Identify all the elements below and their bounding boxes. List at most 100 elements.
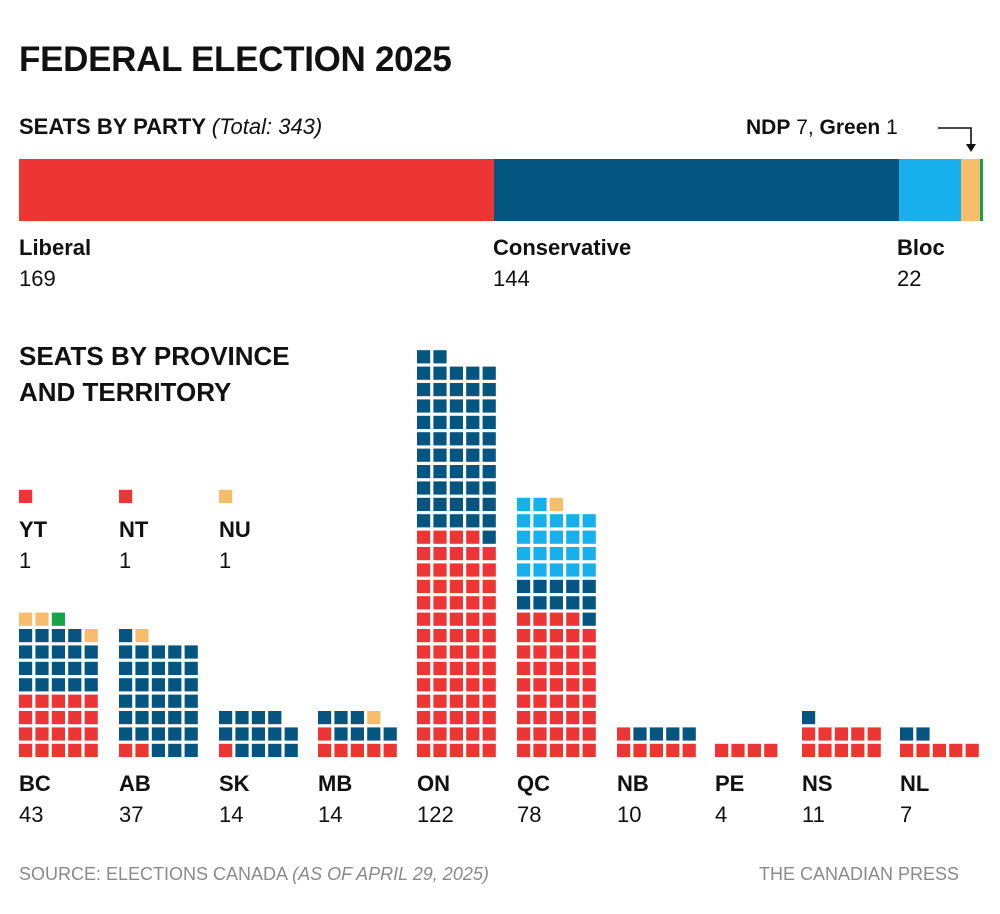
seat-square-mb-conservative bbox=[367, 727, 381, 741]
seat-square-on-conservative bbox=[482, 448, 496, 462]
seat-square-qc-conservative bbox=[566, 596, 580, 610]
seat-square-ab-conservative bbox=[184, 645, 198, 659]
province-seat-count: 1 bbox=[19, 548, 32, 573]
seat-square-ab-conservative bbox=[119, 727, 133, 741]
seat-square-on-conservative bbox=[449, 383, 463, 397]
seat-square-bc-conservative bbox=[84, 678, 98, 692]
seat-square-sk-conservative bbox=[219, 727, 233, 741]
seat-square-bc-conservative bbox=[51, 661, 65, 675]
seat-square-qc-bloc bbox=[549, 514, 563, 528]
province-label-nu: NU 1 bbox=[219, 514, 251, 576]
party-name: Liberal bbox=[19, 235, 92, 260]
seat-square-on-liberal bbox=[482, 694, 496, 708]
seat-square-on-conservative bbox=[482, 432, 496, 446]
seat-square-nb-liberal bbox=[649, 743, 663, 757]
province-label-sk: SK 14 bbox=[219, 768, 250, 830]
seat-square-bc-conservative bbox=[35, 661, 49, 675]
seat-square-ab-liberal bbox=[135, 743, 149, 757]
seat-square-on-liberal bbox=[433, 661, 447, 675]
seat-square-nb-conservative bbox=[633, 727, 647, 741]
seat-square-qc-bloc bbox=[566, 514, 580, 528]
seat-square-on-conservative bbox=[433, 481, 447, 495]
seat-square-pe-liberal bbox=[764, 743, 778, 757]
seat-square-ab-conservative bbox=[135, 711, 149, 725]
seat-square-ab-conservative bbox=[184, 711, 198, 725]
seat-square-on-conservative bbox=[417, 481, 431, 495]
seat-square-nl-liberal bbox=[965, 743, 979, 757]
seat-square-sk-conservative bbox=[235, 711, 249, 725]
ndp-value: 7, bbox=[796, 116, 814, 139]
seat-square-on-liberal bbox=[466, 612, 480, 626]
province-label-nb: NB 10 bbox=[617, 768, 649, 830]
seat-square-on-liberal bbox=[466, 743, 480, 757]
seat-square-qc-liberal bbox=[582, 743, 596, 757]
seat-square-on-liberal bbox=[433, 645, 447, 659]
seat-square-on-liberal bbox=[433, 596, 447, 610]
seat-square-qc-liberal bbox=[533, 694, 547, 708]
seat-square-ab-conservative bbox=[151, 694, 165, 708]
seat-square-ns-liberal bbox=[851, 743, 865, 757]
party-label-bloc: Bloc 22 bbox=[897, 232, 945, 294]
seat-square-bc-liberal bbox=[19, 743, 33, 757]
seat-square-qc-conservative bbox=[566, 579, 580, 593]
seat-square-qc-liberal bbox=[582, 711, 596, 725]
seat-square-on-conservative bbox=[466, 465, 480, 479]
seat-square-sk-conservative bbox=[284, 743, 298, 757]
seat-square-on-liberal bbox=[466, 711, 480, 725]
seat-square-qc-liberal bbox=[533, 629, 547, 643]
seat-square-on-liberal bbox=[449, 612, 463, 626]
province-code: ON bbox=[417, 771, 450, 796]
seat-square-bc-ndp bbox=[19, 612, 33, 626]
seat-square-on-liberal bbox=[482, 629, 496, 643]
seat-square-on-conservative bbox=[433, 383, 447, 397]
seat-square-nb-conservative bbox=[682, 727, 696, 741]
seat-square-on-liberal bbox=[433, 629, 447, 643]
seat-square-on-conservative bbox=[449, 497, 463, 511]
province-label-nt: NT 1 bbox=[119, 514, 148, 576]
seat-square-on-liberal bbox=[449, 727, 463, 741]
seat-square-qc-bloc bbox=[517, 547, 531, 561]
province-heading-line1: SEATS BY PROVINCE bbox=[19, 341, 290, 371]
seat-square-qc-liberal bbox=[582, 629, 596, 643]
seat-square-mb-liberal bbox=[318, 743, 332, 757]
seat-square-qc-conservative bbox=[549, 596, 563, 610]
seat-square-ns-liberal bbox=[834, 743, 848, 757]
seat-square-bc-liberal bbox=[19, 711, 33, 725]
seat-square-mb-conservative bbox=[334, 727, 348, 741]
seat-square-on-liberal bbox=[466, 678, 480, 692]
seat-square-qc-liberal bbox=[549, 645, 563, 659]
seats-by-party-label: SEATS BY PARTY bbox=[19, 114, 206, 139]
seat-square-qc-liberal bbox=[566, 711, 580, 725]
seat-square-on-liberal bbox=[449, 678, 463, 692]
seat-square-on-liberal bbox=[466, 547, 480, 561]
province-code: NL bbox=[900, 771, 930, 796]
seats-by-party-heading: SEATS BY PARTY (Total: 343) bbox=[19, 114, 322, 140]
seat-square-qc-liberal bbox=[517, 694, 531, 708]
seat-square-on-liberal bbox=[466, 563, 480, 577]
seat-square-on-liberal bbox=[482, 612, 496, 626]
seat-square-ab-conservative bbox=[151, 645, 165, 659]
seat-square-on-liberal bbox=[466, 694, 480, 708]
seat-square-ab-conservative bbox=[119, 678, 133, 692]
province-seat-count: 10 bbox=[617, 802, 642, 827]
seat-square-bc-conservative bbox=[68, 645, 82, 659]
province-code: PE bbox=[715, 771, 745, 796]
seat-square-nb-conservative bbox=[666, 727, 680, 741]
seat-square-on-liberal bbox=[417, 612, 431, 626]
seat-square-on-liberal bbox=[482, 711, 496, 725]
province-seat-count: 7 bbox=[900, 802, 913, 827]
seat-square-mb-liberal bbox=[350, 743, 364, 757]
seat-square-on-liberal bbox=[449, 547, 463, 561]
seat-square-mb-liberal bbox=[318, 727, 332, 741]
seat-square-nl-liberal bbox=[916, 743, 930, 757]
seat-square-bc-conservative bbox=[51, 629, 65, 643]
seat-square-ab-conservative bbox=[119, 694, 133, 708]
seat-square-qc-conservative bbox=[582, 596, 596, 610]
seat-square-ns-conservative bbox=[802, 711, 816, 725]
seat-square-nl-conservative bbox=[916, 727, 930, 741]
seat-square-bc-liberal bbox=[51, 694, 65, 708]
seat-square-bc-conservative bbox=[19, 661, 33, 675]
province-label-ab: AB 37 bbox=[119, 768, 151, 830]
seat-square-on-liberal bbox=[417, 727, 431, 741]
seat-square-qc-bloc bbox=[517, 530, 531, 544]
